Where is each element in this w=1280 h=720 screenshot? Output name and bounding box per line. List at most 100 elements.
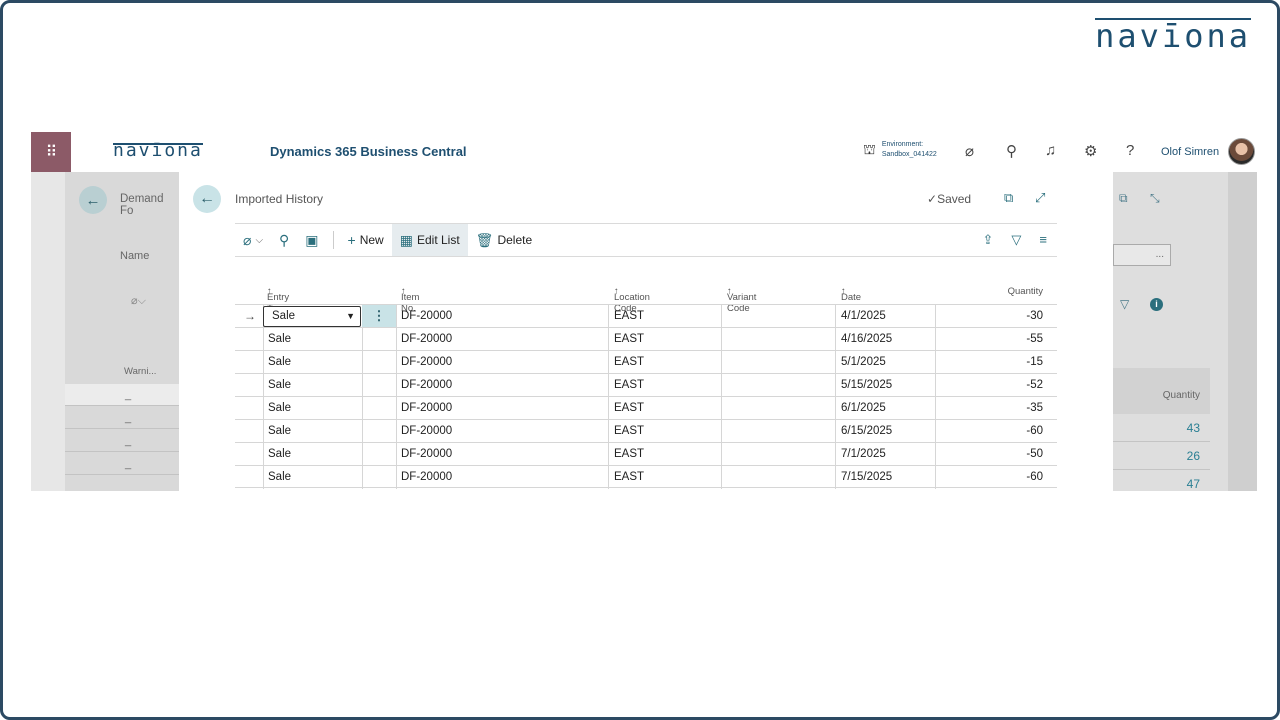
open-new-window-icon[interactable]: ⧉ [1004, 190, 1014, 205]
new-button[interactable]: + New [340, 224, 392, 256]
table-row[interactable]: Sale DF-20000 EAST 6/15/2025 -60 [235, 419, 1057, 443]
cell-entry-type[interactable]: Sale [268, 379, 292, 391]
edit-list-icon: ▦ [399, 231, 413, 248]
list-view-icon[interactable]: ≡ [1039, 232, 1047, 247]
divider [235, 223, 1057, 224]
panel-toggle-button[interactable]: ▣ [297, 224, 326, 256]
table-row[interactable]: Sale DF-20000 EAST 6/1/2025 -35 [235, 396, 1057, 420]
copilot-icon[interactable]: ⌀ [965, 143, 975, 160]
imported-history-grid: Entry Type ↑ Item No. ↑ Location Code ↑ … [235, 280, 1057, 489]
cell-quantity[interactable]: -30 [1026, 310, 1043, 322]
expand-icon[interactable]: ⤢ [1035, 190, 1046, 205]
cell-divider [263, 443, 264, 466]
cell-item-no[interactable]: DF-20000 [401, 471, 453, 483]
cell-location-code[interactable]: EAST [614, 448, 645, 460]
help-icon[interactable]: ? [1126, 142, 1135, 159]
column-header-entry-type[interactable]: Entry Type ↑ [267, 286, 289, 314]
cell-location-code[interactable]: EAST [614, 333, 645, 345]
cell-divider [721, 328, 722, 351]
column-label: Location Code [614, 292, 650, 314]
table-row[interactable]: Sale DF-20000 EAST 5/15/2025 -52 [235, 373, 1057, 397]
cell-date[interactable]: 7/1/2025 [841, 448, 886, 460]
cell-date[interactable]: 7/15/2025 [841, 471, 893, 483]
cell-location-code[interactable]: EAST [614, 356, 645, 368]
cell-item-no[interactable]: DF-20000 [401, 356, 453, 368]
cell-location-code[interactable]: EAST [614, 379, 645, 391]
background-quantity-value: 26 [1113, 442, 1210, 470]
table-row[interactable]: → Sale ▼ ⋮ DF-20000 EAST 4/1/2025 -30 [235, 304, 1057, 328]
search-button[interactable]: ⚲ [271, 224, 297, 256]
back-arrow-icon[interactable]: ← [193, 185, 221, 213]
table-row[interactable]: Sale DF-20000 EAST 7/15/2025 -60 [235, 465, 1057, 489]
cell-divider [396, 328, 397, 351]
cell-quantity[interactable]: -52 [1026, 379, 1043, 391]
search-icon[interactable]: ⚲ [1006, 143, 1017, 160]
cell-date[interactable]: 6/1/2025 [841, 402, 886, 414]
cell-location-code[interactable]: EAST [614, 425, 645, 437]
cell-divider [396, 374, 397, 397]
cell-item-no[interactable]: DF-20000 [401, 425, 453, 437]
cell-divider [835, 420, 836, 443]
row-actions-kebab-icon[interactable]: ⋮ [362, 305, 396, 328]
cell-divider [835, 374, 836, 397]
cell-quantity[interactable]: -35 [1026, 402, 1043, 414]
cell-quantity[interactable]: -15 [1026, 356, 1043, 368]
cell-location-code[interactable]: EAST [614, 310, 645, 322]
share-icon[interactable]: ⇪ [982, 232, 994, 247]
column-header-quantity[interactable]: Quantity [1007, 286, 1043, 297]
column-header-date[interactable]: Date ↑ [841, 286, 862, 303]
cell-date[interactable]: 6/15/2025 [841, 425, 893, 437]
cell-location-code[interactable]: EAST [614, 471, 645, 483]
filter-icon[interactable]: ▽ [1011, 232, 1022, 247]
column-header-item-no[interactable]: Item No. ↑ [401, 286, 420, 314]
table-row[interactable]: Sale DF-20000 EAST 5/1/2025 -15 [235, 350, 1057, 374]
cell-location-code[interactable]: EAST [614, 402, 645, 414]
notification-bell-icon[interactable]: ♫ [1045, 142, 1057, 159]
delete-label: Delete [497, 233, 533, 247]
user-name[interactable]: Olof Simren [1161, 146, 1220, 158]
background-page-right: ⧉ ⤡ ... ▽ i Quantity 43 26 47 [1113, 172, 1257, 491]
background-lookup-box: ... [1113, 244, 1171, 266]
edit-list-button[interactable]: ▦ Edit List [391, 224, 468, 256]
column-header-variant-code[interactable]: Variant Code ↑ [727, 286, 757, 314]
environment-label: Environment: [881, 141, 924, 148]
cell-item-no[interactable]: DF-20000 [401, 402, 453, 414]
cell-date[interactable]: 4/16/2025 [841, 333, 893, 345]
chevron-down-icon: ⌵ [255, 234, 264, 246]
cell-date[interactable]: 5/15/2025 [841, 379, 893, 391]
cell-divider [935, 420, 936, 443]
background-right-panel [1113, 172, 1228, 491]
cell-divider [835, 305, 836, 328]
settings-gear-icon[interactable]: ⚙ [1084, 143, 1098, 160]
delete-button[interactable]: 🗑 Delete [468, 224, 540, 256]
cell-entry-type[interactable]: Sale [268, 471, 292, 483]
cell-divider [362, 328, 363, 351]
cell-quantity[interactable]: -50 [1026, 448, 1043, 460]
navisiona-brand-logo: navīona [1095, 17, 1251, 55]
cell-item-no[interactable]: DF-20000 [401, 333, 453, 345]
cell-divider [396, 443, 397, 466]
cell-quantity[interactable]: -60 [1026, 471, 1043, 483]
column-header-location-code[interactable]: Location Code ↑ [614, 286, 650, 314]
cell-date[interactable]: 5/1/2025 [841, 356, 886, 368]
cell-item-no[interactable]: DF-20000 [401, 310, 453, 322]
entry-type-select[interactable]: Sale ▼ [263, 306, 361, 327]
cell-quantity[interactable]: -60 [1026, 425, 1043, 437]
environment-indicator[interactable]: ⛫ Environment: Sandbox_041422 [863, 140, 937, 160]
cell-date[interactable]: 4/1/2025 [841, 310, 886, 322]
user-avatar[interactable] [1228, 138, 1255, 165]
cell-entry-type[interactable]: Sale [268, 333, 292, 345]
cell-quantity[interactable]: -55 [1026, 333, 1043, 345]
cell-entry-type[interactable]: Sale [268, 402, 292, 414]
cell-entry-type[interactable]: Sale [268, 425, 292, 437]
app-name[interactable]: Dynamics 365 Business Central [270, 144, 467, 159]
cell-item-no[interactable]: DF-20000 [401, 448, 453, 460]
cell-entry-type[interactable]: Sale [268, 448, 292, 460]
cell-item-no[interactable]: DF-20000 [401, 379, 453, 391]
table-row[interactable]: Sale DF-20000 EAST 7/1/2025 -50 [235, 442, 1057, 466]
cell-entry-type[interactable]: Sale [268, 356, 292, 368]
table-row[interactable]: Sale DF-20000 EAST 4/16/2025 -55 [235, 327, 1057, 351]
copilot-menu-button[interactable]: ⌀ ⌵ [235, 224, 271, 256]
app-launcher-icon[interactable]: ⠿ [31, 132, 71, 172]
